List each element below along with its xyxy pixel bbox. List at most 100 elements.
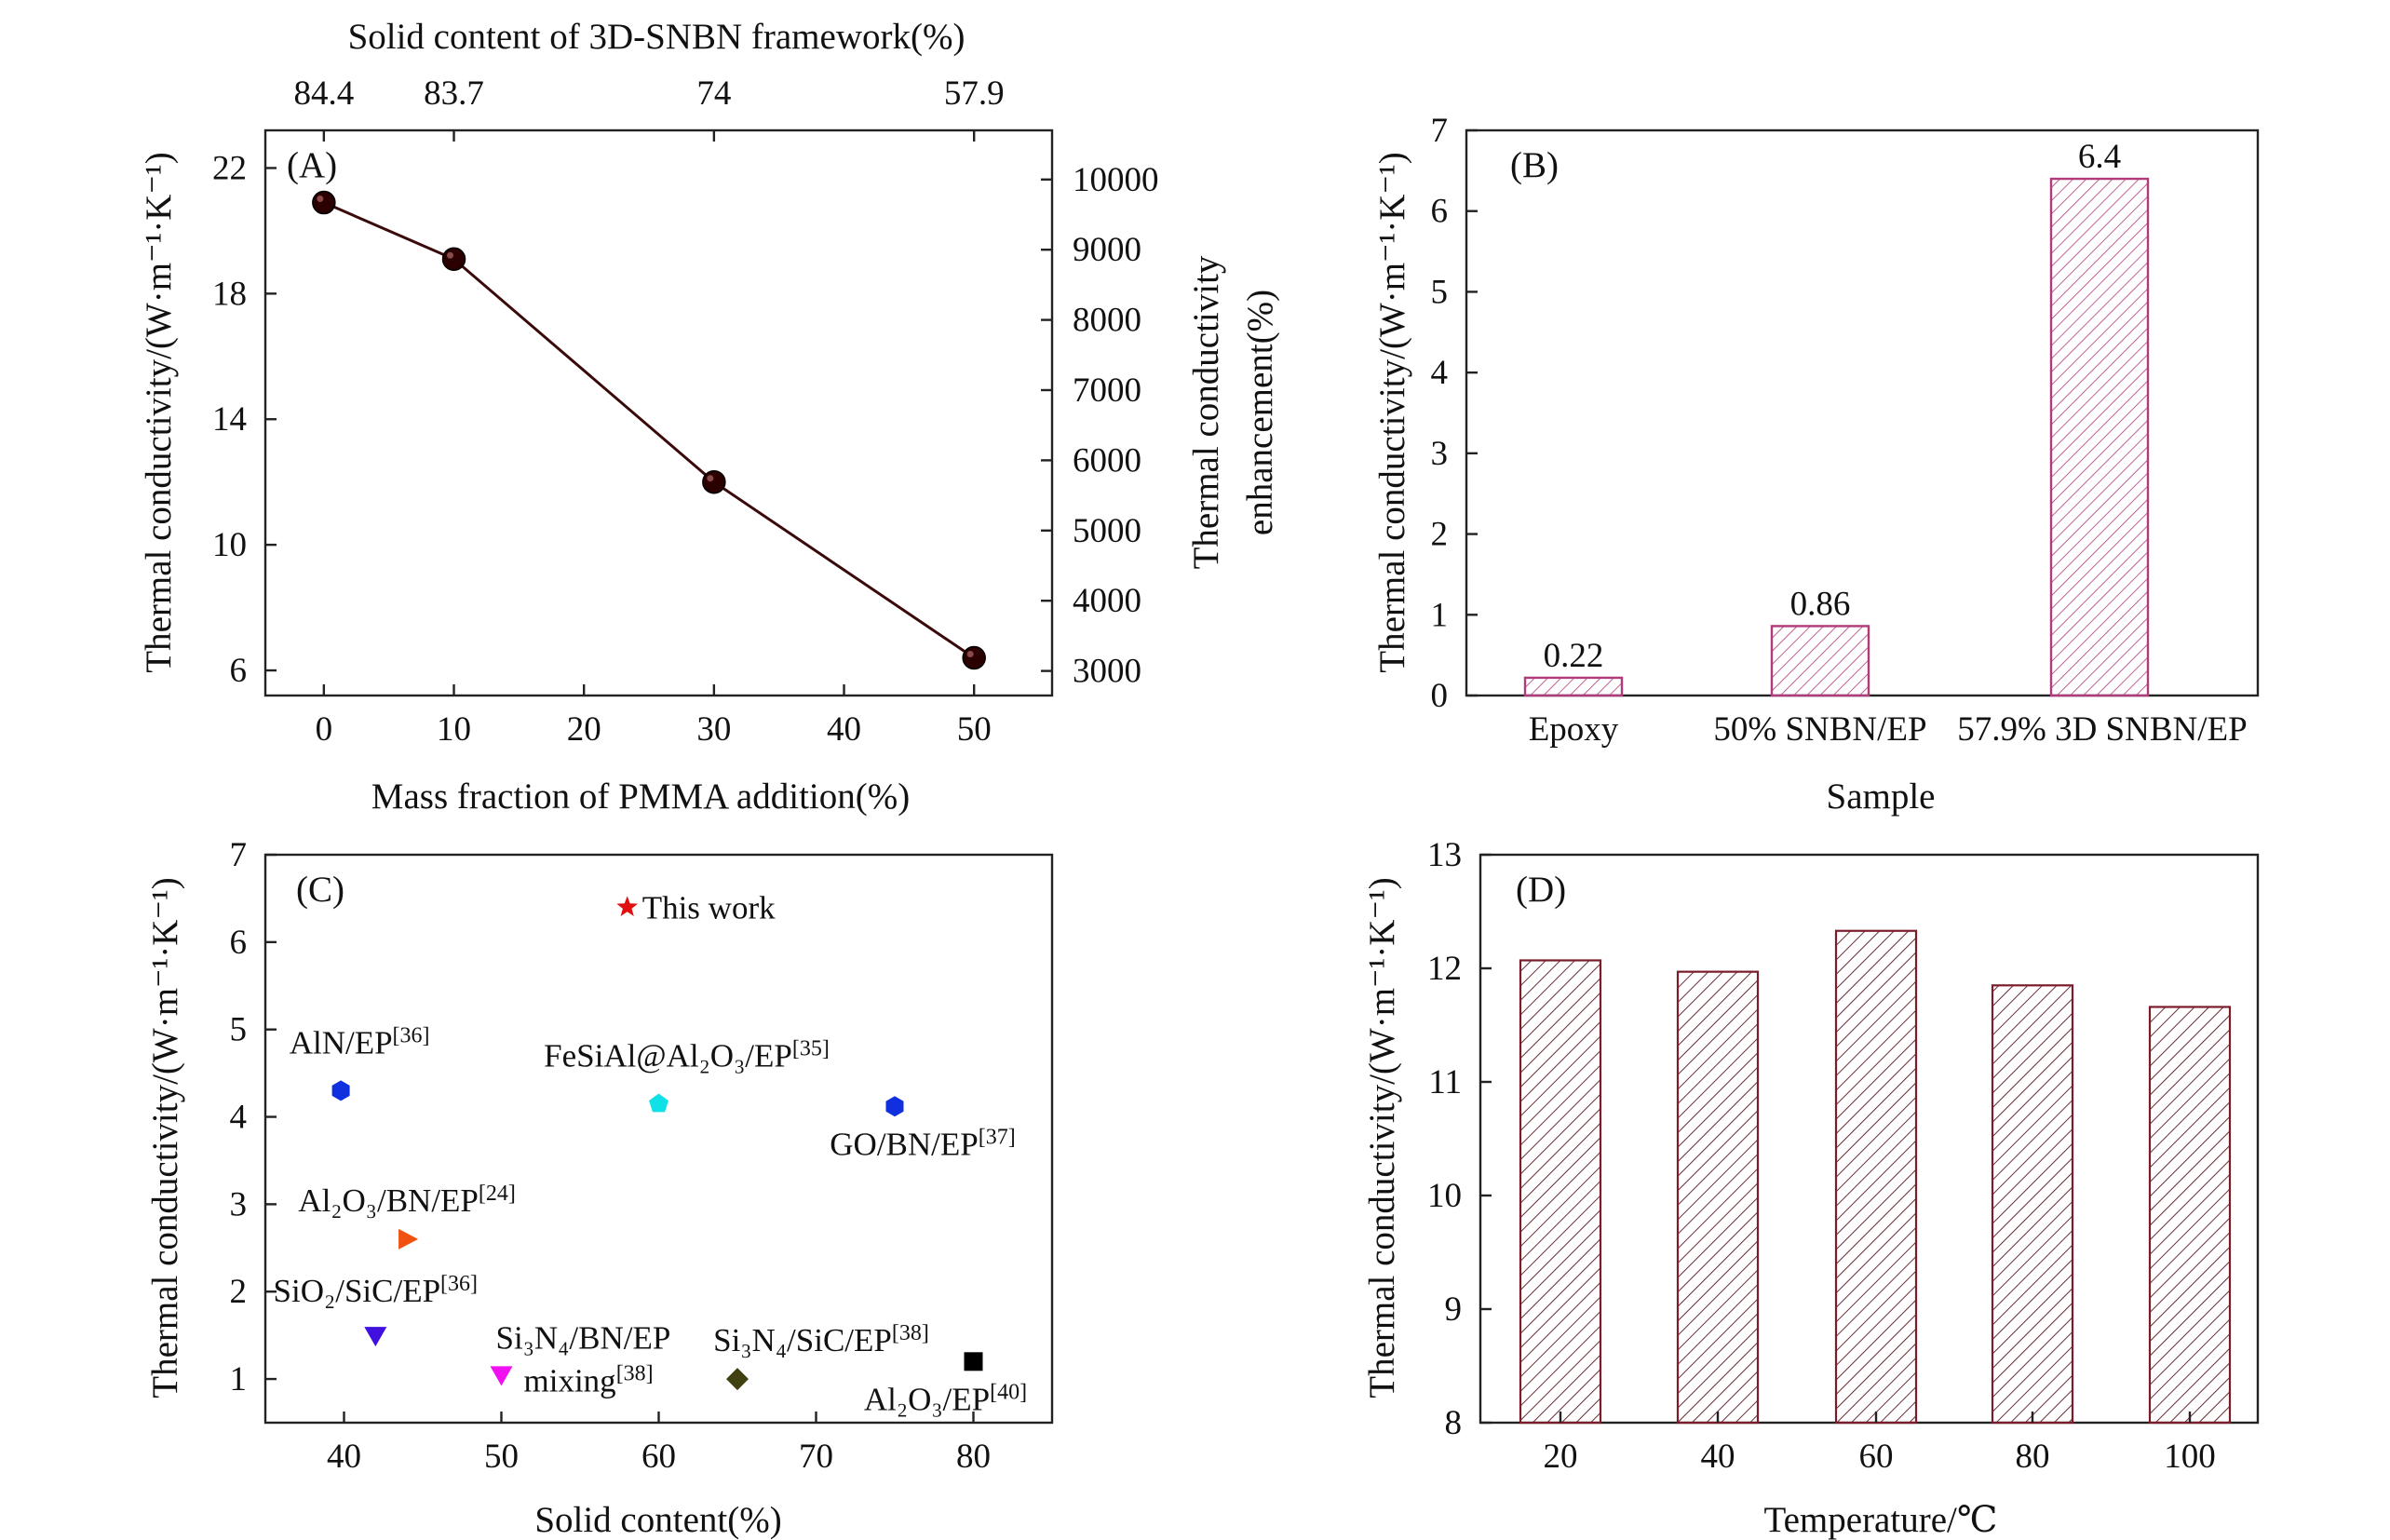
panel-a-x-tick-label: 10 [437,710,471,749]
panel-d-y-tick-label: 12 [1427,950,1462,988]
panel-b-y-axis-label: Thermal conductivity/(W·m⁻¹·K⁻¹) [1372,152,1412,672]
panel-d-bar [1676,970,1760,1425]
panel-a-right-y-label-line1: Thermal conductivity [1186,255,1226,569]
panel-c-y-tick-label: 1 [230,1360,248,1398]
panel-c-point-label: Si₃N₄/BN/EP [496,1319,671,1356]
panel-a-top-tick-label: 74 [696,74,731,113]
panel-a-y-tick-label: 18 [212,275,247,313]
panel-d-temperature-stability: (D) Temperature/℃ Thermal conductivity/(… [1362,836,2260,1540]
panel-b-y-tick-label: 7 [1431,112,1449,150]
panel-c-point-label-text: SiO₂/SiC/EP [274,1273,441,1309]
panel-c-point-label-ref: [38] [892,1321,929,1345]
panel-b-y-tick-label: 6 [1431,193,1449,231]
panel-c-point-label: Al₂O₃/BN/EP[24] [298,1182,516,1219]
panel-a-top-title: Solid content of 3D-SNBN framework(%) [348,17,965,57]
panel-a-right-y-label-line2: enhancement(%) [1240,290,1280,535]
panel-a-right-tick-label: 9000 [1073,231,1141,269]
panel-b-bar [2049,177,2150,697]
panel-c-point-label: Al₂O₃/EP[40] [864,1380,1027,1417]
panel-a-y-tick-label: 14 [212,400,247,439]
panel-c-point-label-text: FeSiAl@Al₂O₃/EP [544,1037,792,1074]
panel-d-y-tick-label: 13 [1427,836,1462,874]
panel-b-y-tick-label: 5 [1431,273,1449,311]
panel-c-tag: (C) [296,870,344,910]
panel-a-data-point [962,645,986,670]
panel-c-y-tick-label: 4 [230,1099,248,1137]
panel-c-point-label-text: Al₂O₃/EP [864,1381,990,1417]
panel-a-data-point-highlight [317,196,324,203]
panel-d-y-tick-label: 8 [1445,1404,1463,1442]
panel-a-right-tick-label: 10000 [1073,161,1159,199]
panel-a-series-line [323,201,976,659]
panel-a-data-point [702,469,726,494]
panel-c-point-label-ref: [38] [616,1361,654,1385]
panel-c-y-tick-label: 6 [230,924,248,962]
panel-c-point-label: SiO₂/SiC/EP[36] [274,1272,478,1309]
panel-c-point-label: This work [642,889,776,925]
panel-d-bar [1834,929,1918,1425]
panel-c-point-label-ref: [35] [792,1036,830,1060]
panel-a-right-tick-label: 6000 [1073,441,1141,480]
panel-b-bar-value-label: 0.22 [1544,637,1604,675]
panel-c-literature-comparison: (C) Solid content(%) Thermal conductivit… [145,836,1054,1540]
panel-a-x-tick-label: 0 [316,710,333,749]
panel-b-bar [1770,625,1870,697]
panel-b-category-label: Epoxy [1529,710,1619,749]
panel-a-right-tick-label: 7000 [1073,371,1141,410]
panel-c-x-tick-label: 40 [327,1438,361,1476]
panel-c-point-label: AlN/EP[36] [290,1023,430,1060]
panel-c-point-label-text: mixing [524,1362,616,1398]
panel-c-point-label-text: GO/BN/EP [830,1126,978,1162]
panel-a-x-tick-label: 30 [696,710,731,749]
panel-d-category-label: 60 [1859,1438,1894,1476]
panel-a-top-tick-label: 83.7 [424,74,484,113]
panel-d-y-tick-label: 10 [1427,1177,1462,1215]
panel-c-marker-triangle-down [490,1366,513,1386]
panel-a-y-tick-label: 22 [212,149,247,187]
panel-b-y-tick-label: 1 [1431,596,1449,634]
panel-c-x-tick-label: 70 [799,1438,833,1476]
panel-c-y-tick-label: 5 [230,1011,248,1049]
panel-d-x-axis-label: Temperature/℃ [1764,1500,1998,1540]
panel-a-right-tick-label: 8000 [1073,302,1141,340]
panel-d-bar [1991,984,2074,1425]
panel-c-marker-triangle-down [364,1327,387,1347]
panel-c-point-label-ref: [40] [990,1380,1027,1404]
panel-c-marker-hexagon [331,1080,350,1101]
panel-c-x-tick-label: 60 [641,1438,676,1476]
panel-c-marker-square [964,1352,983,1371]
panel-a-y-tick-label: 10 [212,526,247,564]
panel-a-top-tick-label: 84.4 [293,74,354,113]
panel-d-category-label: 20 [1544,1438,1578,1476]
panel-c-point-label: Si₃N₄/SiC/EP[38] [713,1321,929,1358]
panel-d-y-axis-label: Thermal conductivity/(W·m⁻¹·K⁻¹) [1362,877,1402,1398]
panel-c-point-label-text: This work [642,889,776,925]
panel-b-bar-value-label: 6.4 [2078,138,2121,176]
panel-c-marker-hexagon [885,1096,904,1117]
panel-b-x-axis-label: Sample [1827,777,1936,817]
panel-b-category-label: 57.9% 3D SNBN/EP [1957,710,2247,749]
panel-a-x-axis-label: Mass fraction of PMMA addition(%) [371,777,910,817]
panel-c-point-label: mixing[38] [524,1361,654,1398]
panel-a-data-point-highlight [447,251,454,259]
panel-c-point-label-text: Si₃N₄/BN/EP [496,1319,671,1356]
panel-c-marker-triangle-right [398,1228,419,1250]
panel-b-category-label: 50% SNBN/EP [1713,710,1926,749]
panel-c-marker-pentagon [649,1093,668,1113]
panel-c-point-label-text: Al₂O₃/BN/EP [298,1182,479,1219]
panel-a-data-point [441,247,466,272]
panel-a-tag: (A) [287,145,337,185]
panel-c-point-label-ref: [36] [440,1272,478,1296]
panel-a-y-axis-label: Thermal conductivity/(W·m⁻¹·K⁻¹) [139,152,179,672]
panel-b-y-tick-label: 2 [1431,516,1449,554]
panel-d-y-tick-label: 9 [1445,1290,1463,1329]
panel-b-bar [1523,676,1624,697]
panel-a-x-tick-label: 50 [957,710,992,749]
panel-b-y-tick-label: 4 [1431,354,1449,392]
panel-c-y-tick-label: 2 [230,1273,248,1311]
panel-a-data-point [312,190,336,215]
panel-a-top-tick-label: 57.9 [944,74,1005,113]
panel-d-bar [1519,959,1602,1425]
panel-b-tag: (B) [1510,145,1559,185]
panel-c-marker-diamond [726,1368,749,1391]
